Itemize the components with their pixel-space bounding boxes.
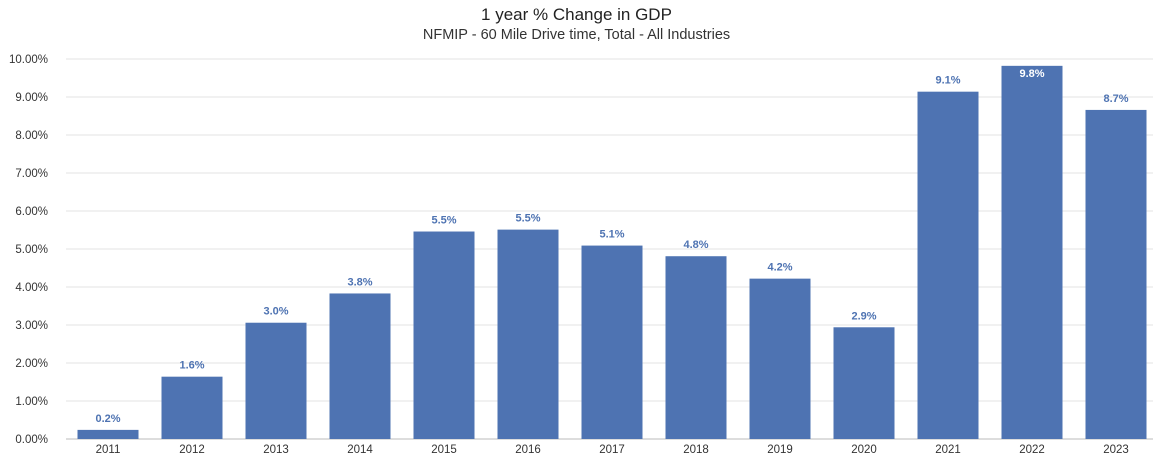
data-label: 3.8% [347,276,372,288]
y-tick-label: 7.00% [15,168,48,180]
y-tick-label: 0.00% [15,434,48,446]
x-tick-label: 2023 [1103,444,1129,456]
data-label: 4.8% [683,239,708,251]
x-tick-label: 2016 [515,444,541,456]
y-tick-label: 4.00% [15,282,48,294]
x-tick-label: 2015 [431,444,457,456]
bar [917,91,979,440]
data-label: 9.1% [935,75,960,87]
y-tick-label: 5.00% [15,244,48,256]
data-label: 5.1% [599,229,624,241]
chart-subtitle: NFMIP - 60 Mile Drive time, Total - All … [422,27,731,43]
y-tick-label: 1.00% [15,396,48,408]
y-tick-label: 9.00% [15,92,48,104]
y-tick-label: 10.00% [9,54,48,66]
x-tick-label: 2020 [851,444,877,456]
data-label: 2.9% [851,310,876,322]
bar [581,245,643,439]
y-tick-label: 6.00% [15,206,48,218]
x-tick-label: 2014 [347,444,373,456]
bar [77,429,139,439]
bar [1085,109,1147,440]
x-tick-label: 2013 [263,444,289,456]
data-label: 5.5% [515,213,540,225]
data-label: 9.8% [1019,68,1044,80]
bar [413,231,475,439]
y-tick-label: 8.00% [15,130,48,142]
data-label: 5.5% [431,215,456,227]
x-tick-label: 2022 [1019,444,1045,456]
bar [161,376,223,439]
x-tick-label: 2019 [767,444,793,456]
x-tick-label: 2021 [935,444,961,456]
x-tick-label: 2017 [599,444,625,456]
x-tick-label: 2012 [179,444,205,456]
data-label: 4.2% [767,262,792,274]
data-label: 3.0% [263,306,288,318]
bar [665,256,727,439]
data-label: 1.6% [179,360,204,372]
bar [329,293,391,439]
bar [1001,65,1063,439]
y-tick-label: 3.00% [15,320,48,332]
bar [245,322,307,439]
data-label: 8.7% [1103,93,1128,105]
x-tick-label: 2018 [683,444,709,456]
y-tick-label: 2.00% [15,358,48,370]
bar [833,327,895,439]
chart-title: 1 year % Change in GDP [481,5,672,24]
data-label: 0.2% [95,413,120,425]
bar [497,229,559,439]
bar [749,278,811,439]
x-tick-label: 2011 [96,444,121,456]
